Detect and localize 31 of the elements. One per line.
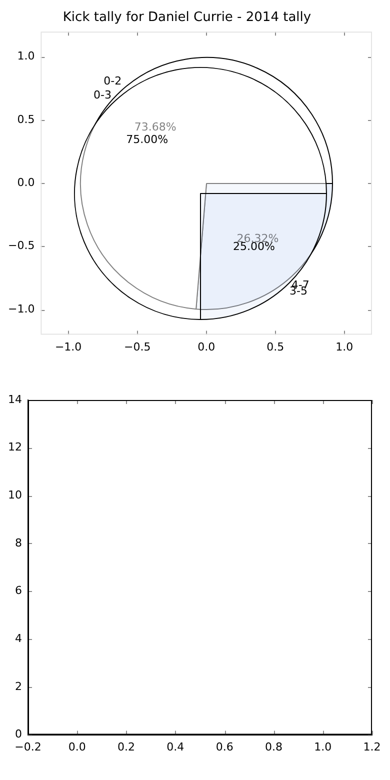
y-tick-label: 0.0 bbox=[17, 176, 35, 190]
x-tick-label: 0.0 bbox=[68, 740, 86, 754]
y-tick-label: 10 bbox=[8, 488, 22, 502]
slice-label: 0-2 bbox=[104, 74, 122, 88]
y-tick-label: 1.0 bbox=[17, 50, 35, 63]
y-tick-label: 6 bbox=[14, 584, 22, 598]
x-tick-label: 0.6 bbox=[216, 740, 234, 754]
data-label: 75.00% bbox=[126, 132, 168, 146]
y-tick-label: 12 bbox=[8, 440, 22, 454]
data-label: 73.68% bbox=[134, 120, 176, 134]
y-tick-label: −0.5 bbox=[8, 239, 35, 252]
x-tick-label: 0.5 bbox=[266, 340, 284, 354]
x-tick-label: 0.8 bbox=[264, 740, 282, 754]
x-tick-label: −0.2 bbox=[14, 740, 42, 754]
chart-title: Kick tally for Daniel Currie - 2014 tally bbox=[62, 10, 312, 26]
y-tick-label: 8 bbox=[14, 536, 22, 550]
y-tick-label: 0 bbox=[14, 728, 22, 741]
x-tick-label: 0.0 bbox=[198, 340, 216, 354]
y-tick-label: −1.0 bbox=[8, 302, 35, 316]
x-tick-label: 1.0 bbox=[314, 740, 332, 754]
y-tick-label: 4 bbox=[14, 632, 22, 645]
x-tick-label: −0.5 bbox=[124, 340, 151, 354]
x-tick-label: −1.0 bbox=[54, 340, 82, 354]
x-tick-label: 0.4 bbox=[166, 740, 184, 754]
x-tick-label: 1.2 bbox=[363, 740, 381, 754]
y-tick-label: 14 bbox=[8, 392, 22, 406]
slice-label: 0-3 bbox=[93, 88, 112, 102]
y-tick-label: 2 bbox=[14, 680, 22, 693]
y-tick-label: 0.5 bbox=[17, 112, 35, 126]
x-tick-label: 1.0 bbox=[336, 340, 354, 354]
x-tick-label: 0.2 bbox=[118, 740, 136, 754]
